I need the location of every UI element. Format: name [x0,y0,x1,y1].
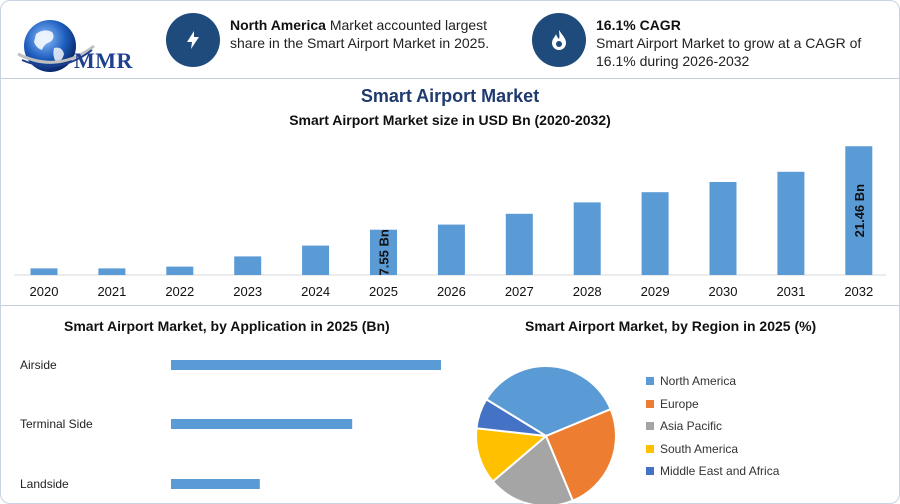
legend-item: Middle East and Africa [646,460,779,483]
chart-title: Smart Airport Market [360,86,540,106]
application-chart-title: Smart Airport Market, by Application in … [64,318,390,334]
x-tick-label: 2027 [505,284,534,299]
info-cagr: 16.1% CAGR Smart Airport Market to grow … [596,16,886,70]
market-size-bar-chart: 2020 2021 2022 2023 2024 2025 7.55 Bn 2026 2027 2… [14,146,886,299]
region-chart-title: Smart Airport Market, by Region in 2025 … [525,318,817,334]
legend-swatch [646,377,654,386]
legend-item: North America [646,370,779,393]
info-north-america: North America Market accounted largest s… [230,16,500,52]
x-tick-label: 2026 [437,284,466,299]
bar-2024 [302,245,330,275]
bar-2031 [777,171,805,275]
x-tick-label: 2020 [30,284,59,299]
x-tick-label: 2021 [97,284,126,299]
info-body: Smart Airport Market to grow at a CAGR o… [596,35,862,69]
bar-2023 [234,256,262,275]
x-tick-label: 2022 [165,284,194,299]
legend-label: North America [660,374,737,389]
bar-terminal-side [171,419,353,429]
x-tick-label: 2024 [301,284,330,299]
legend-item: South America [646,438,779,461]
x-tick-label: 2028 [573,284,602,299]
legend-label: Middle East and Africa [660,464,780,479]
info-bold-label: 16.1% CAGR [596,17,681,33]
bar-2025 [370,229,397,275]
chart-subtitle: Smart Airport Market size in USD Bn (202… [289,112,611,128]
region-pie-chart [475,365,617,504]
lightning-icon [166,13,220,67]
bar-2030 [709,182,737,275]
logo-text: MMR [74,48,133,73]
bar-2021 [98,268,126,275]
category-label: Terminal Side [20,417,93,431]
bar-landside [171,479,260,489]
legend-label: South America [660,441,739,456]
x-tick-label: 2031 [776,284,805,299]
data-label: 21.46 Bn [852,184,867,238]
bar-2028 [573,202,601,275]
bar-2020 [30,268,58,275]
legend-swatch [646,444,654,453]
bar-2032 [845,146,873,275]
legend-swatch [646,399,654,408]
legend-item: Asia Pacific [646,415,779,438]
info-bold-label: North America [230,17,326,33]
legend-label: Asia Pacific [660,419,723,434]
globe-icon [17,20,95,72]
x-tick-label: 2023 [233,284,262,299]
bar-2029 [641,192,669,275]
bar-airside [171,360,441,370]
category-label: Airside [20,358,57,372]
bar-2026 [437,224,465,275]
x-tick-label: 2032 [844,284,873,299]
mmr-logo [14,14,144,80]
pie-slice-south-america [475,427,549,483]
x-tick-label: 2030 [709,284,738,299]
section-divider [0,305,900,306]
legend-item: Europe [646,393,779,416]
pie-slice-north-america [484,365,612,438]
bar-2022 [166,266,194,275]
pie-slice-middle-east-and-africa [475,398,547,437]
data-label: 7.55 Bn [377,229,392,275]
info-body: Market accounted largest share in the Sm… [230,17,490,51]
region-legend: North America Europe Asia Pacific South Ame… [646,370,779,483]
application-bar-chart: Airside Terminal Side Landside [20,358,441,491]
x-tick-label: 2025 [369,284,398,299]
category-label: Landside [20,477,69,491]
flame-icon [532,13,586,67]
bar-2027 [505,213,533,275]
legend-label: Europe [660,396,699,411]
legend-swatch [646,467,654,476]
legend-swatch [646,422,654,431]
x-tick-label: 2029 [641,284,670,299]
header-divider [0,78,900,79]
